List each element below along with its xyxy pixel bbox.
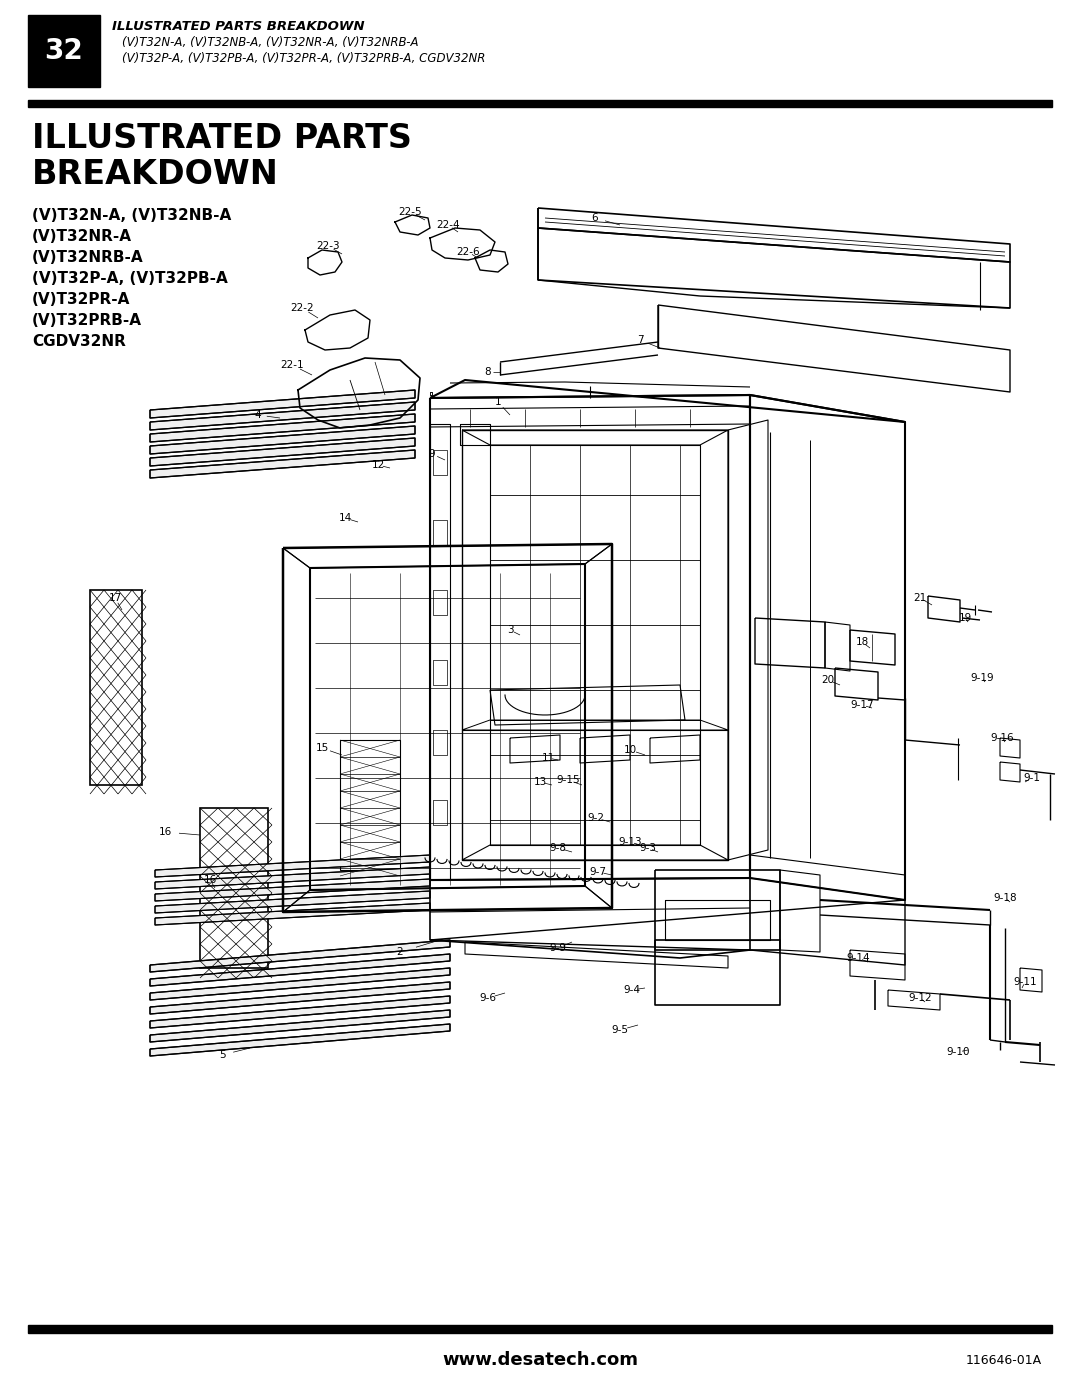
Polygon shape — [430, 393, 432, 395]
Text: 19: 19 — [958, 613, 972, 623]
Text: 8: 8 — [485, 367, 491, 377]
Polygon shape — [156, 902, 430, 925]
Text: 9-2: 9-2 — [588, 813, 605, 823]
Polygon shape — [150, 402, 415, 430]
Text: 22-2: 22-2 — [291, 303, 314, 313]
Bar — [28, 101, 1052, 108]
Text: 16: 16 — [159, 827, 172, 837]
Text: 3: 3 — [507, 624, 513, 636]
Text: 9-19: 9-19 — [970, 673, 994, 683]
Text: 5: 5 — [218, 1051, 226, 1060]
Polygon shape — [156, 891, 430, 914]
Text: 9-18: 9-18 — [994, 893, 1016, 902]
Text: (V)T32P-A, (V)T32PB-A: (V)T32P-A, (V)T32PB-A — [32, 271, 228, 286]
Text: 16: 16 — [203, 875, 217, 886]
Text: 7: 7 — [637, 335, 644, 345]
Polygon shape — [150, 1024, 450, 1056]
Bar — [340, 740, 400, 870]
Text: 11: 11 — [541, 753, 555, 763]
Text: (V)T32N-A, (V)T32NB-A: (V)T32N-A, (V)T32NB-A — [32, 208, 231, 224]
Bar — [28, 15, 100, 87]
Text: 15: 15 — [315, 743, 328, 753]
Text: 20: 20 — [822, 675, 835, 685]
Polygon shape — [150, 982, 450, 1014]
Text: CGDV32NR: CGDV32NR — [32, 334, 126, 349]
Text: ILLUSTRATED PARTS: ILLUSTRATED PARTS — [32, 122, 411, 155]
Text: 22-5: 22-5 — [399, 207, 422, 217]
Polygon shape — [156, 868, 430, 888]
Text: 9-1: 9-1 — [1024, 773, 1040, 782]
Text: 9-4: 9-4 — [623, 985, 640, 995]
Polygon shape — [150, 996, 450, 1028]
Bar — [200, 807, 268, 968]
Text: BREAKDOWN: BREAKDOWN — [32, 158, 279, 191]
Text: 116646-01A: 116646-01A — [966, 1354, 1042, 1366]
Text: 9-12: 9-12 — [908, 993, 932, 1003]
Text: 9-6: 9-6 — [480, 993, 497, 1003]
Text: (V)T32NRB-A: (V)T32NRB-A — [32, 250, 144, 265]
Text: 9-13: 9-13 — [618, 837, 642, 847]
Polygon shape — [150, 1010, 450, 1042]
Text: 22-3: 22-3 — [316, 242, 340, 251]
Text: (V)T32PRB-A: (V)T32PRB-A — [32, 313, 141, 328]
Text: 22-4: 22-4 — [436, 219, 460, 231]
Text: 9-14: 9-14 — [847, 953, 869, 963]
Polygon shape — [156, 855, 430, 877]
Text: 32: 32 — [44, 36, 83, 66]
Polygon shape — [150, 390, 415, 418]
Text: 17: 17 — [108, 592, 122, 604]
Text: 18: 18 — [855, 637, 868, 647]
Text: 12: 12 — [372, 460, 384, 469]
Text: 9-5: 9-5 — [611, 1025, 629, 1035]
Bar — [90, 590, 141, 785]
Text: 9-11: 9-11 — [1013, 977, 1037, 988]
Polygon shape — [150, 954, 450, 986]
Text: (V)T32P-A, (V)T32PB-A, (V)T32PR-A, (V)T32PRB-A, CGDV32NR: (V)T32P-A, (V)T32PB-A, (V)T32PR-A, (V)T3… — [122, 52, 485, 66]
Text: 14: 14 — [338, 513, 352, 522]
Text: 9-9: 9-9 — [550, 943, 567, 953]
Text: 9-17: 9-17 — [850, 700, 874, 710]
Bar — [28, 1324, 1052, 1333]
Polygon shape — [150, 439, 415, 467]
Text: 22-6: 22-6 — [456, 247, 480, 257]
Text: 1: 1 — [495, 397, 501, 407]
Text: 4: 4 — [255, 409, 261, 420]
Polygon shape — [150, 968, 450, 1000]
Text: 21: 21 — [914, 592, 927, 604]
Text: 10: 10 — [623, 745, 636, 754]
Polygon shape — [150, 414, 415, 441]
Text: 9-16: 9-16 — [990, 733, 1014, 743]
Text: 9-15: 9-15 — [556, 775, 580, 785]
Text: 9-7: 9-7 — [590, 868, 607, 877]
Text: ILLUSTRATED PARTS BREAKDOWN: ILLUSTRATED PARTS BREAKDOWN — [112, 20, 365, 34]
Text: 9-10: 9-10 — [946, 1046, 970, 1058]
Text: 6: 6 — [592, 212, 598, 224]
Text: (V)T32NR-A: (V)T32NR-A — [32, 229, 132, 244]
Polygon shape — [150, 450, 415, 478]
Text: 9: 9 — [429, 448, 435, 460]
Text: 13: 13 — [534, 777, 546, 787]
Text: 22-1: 22-1 — [280, 360, 303, 370]
Text: 9-3: 9-3 — [639, 842, 657, 854]
Text: 2: 2 — [396, 947, 403, 957]
Text: 9-8: 9-8 — [550, 842, 567, 854]
Text: www.desatech.com: www.desatech.com — [442, 1351, 638, 1369]
Polygon shape — [150, 940, 450, 972]
Text: (V)T32N-A, (V)T32NB-A, (V)T32NR-A, (V)T32NRB-A: (V)T32N-A, (V)T32NB-A, (V)T32NR-A, (V)T3… — [122, 36, 419, 49]
Text: (V)T32PR-A: (V)T32PR-A — [32, 292, 131, 307]
Polygon shape — [156, 879, 430, 901]
Polygon shape — [150, 426, 415, 454]
